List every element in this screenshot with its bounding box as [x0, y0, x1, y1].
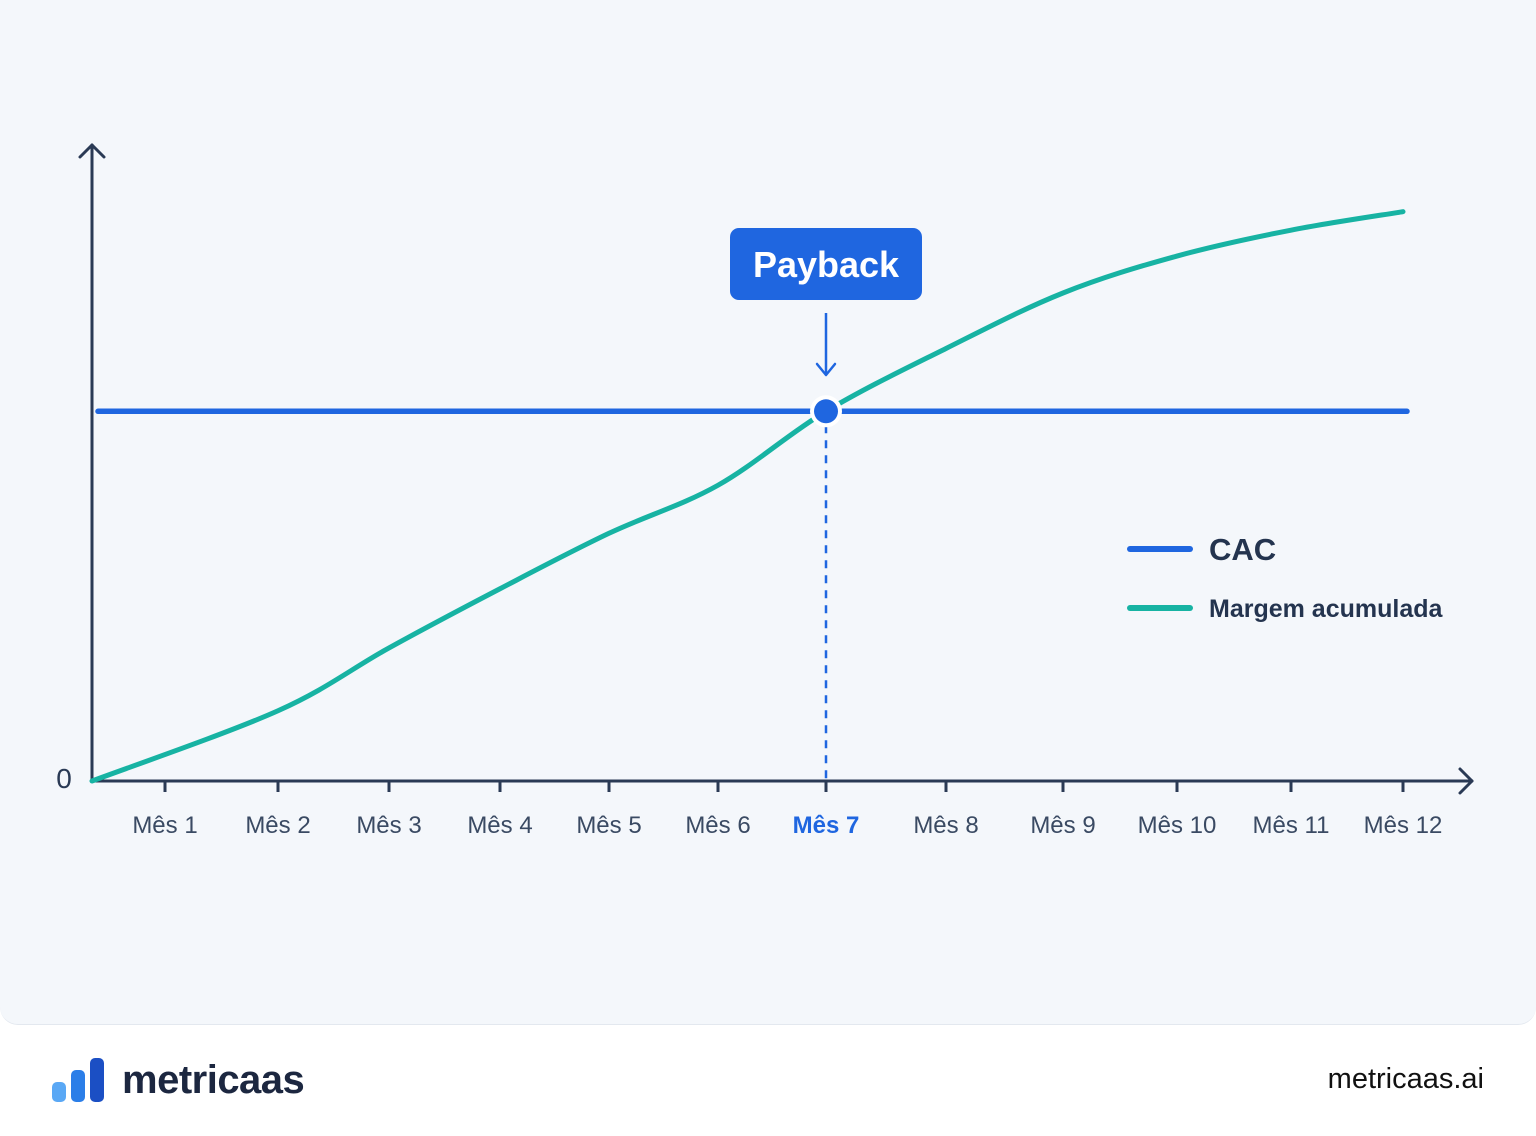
legend-label: Margem acumulada — [1209, 595, 1444, 623]
x-tick-label: Mês 9 — [1030, 812, 1095, 839]
x-tick-label: Mês 5 — [576, 812, 641, 839]
payback-arrow-down-icon — [815, 362, 837, 377]
footer: metricaas metricaas.ai — [0, 1025, 1536, 1136]
y-axis-arrow-icon — [78, 143, 106, 159]
series-line-margem-acumulada — [89, 209, 1406, 784]
x-tick-label: Mês 3 — [356, 812, 421, 839]
logo-bar-tall — [90, 1058, 104, 1102]
payback-callout-label: Payback — [753, 244, 900, 285]
payback-point — [814, 399, 838, 424]
x-tick-label: Mês 4 — [467, 812, 532, 839]
x-tick-label: Mês 2 — [245, 812, 310, 839]
x-tick-label: Mês 8 — [913, 812, 978, 839]
x-tick-label: Mês 6 — [685, 812, 750, 839]
x-tick-label: Mês 10 — [1138, 812, 1217, 839]
brand-url-link[interactable]: metricaas.ai — [1327, 1063, 1484, 1095]
x-tick-label: Mês 7 — [793, 812, 860, 839]
chart-card: 0 Mês 1 Mês 2 Mês 3 Mês 4 Mês 5 Mês 6 Mês 7 Mês… — [0, 0, 1536, 1025]
x-axis-ticks: Mês 1 Mês 2 Mês 3 Mês 4 Mês 5 Mês 6 Mês 7 Mês 8… — [132, 781, 1442, 839]
legend-label: CAC — [1209, 532, 1276, 567]
x-tick-label: Mês 12 — [1364, 812, 1443, 839]
brand-name: metricaas — [122, 1057, 305, 1102]
x-tick-label: Mês 11 — [1253, 812, 1330, 839]
x-axis-arrow-icon — [1458, 767, 1474, 795]
legend: CAC Margem acumulada — [1127, 532, 1444, 623]
metricaas-logo-icon — [52, 1058, 106, 1102]
payback-callout-box — [730, 228, 922, 300]
y-zero-label: 0 — [56, 763, 72, 794]
axes: 0 — [56, 143, 1474, 795]
payback-annotation: Payback — [730, 228, 922, 428]
payback-chart: 0 Mês 1 Mês 2 Mês 3 Mês 4 Mês 5 Mês 6 Mês 7 Mês… — [56, 143, 1474, 839]
x-tick-label: Mês 1 — [132, 812, 197, 839]
series-layer — [89, 209, 1410, 784]
brand[interactable]: metricaas — [52, 1057, 305, 1102]
logo-bar-short — [52, 1082, 66, 1102]
logo-bar-medium — [71, 1070, 85, 1102]
